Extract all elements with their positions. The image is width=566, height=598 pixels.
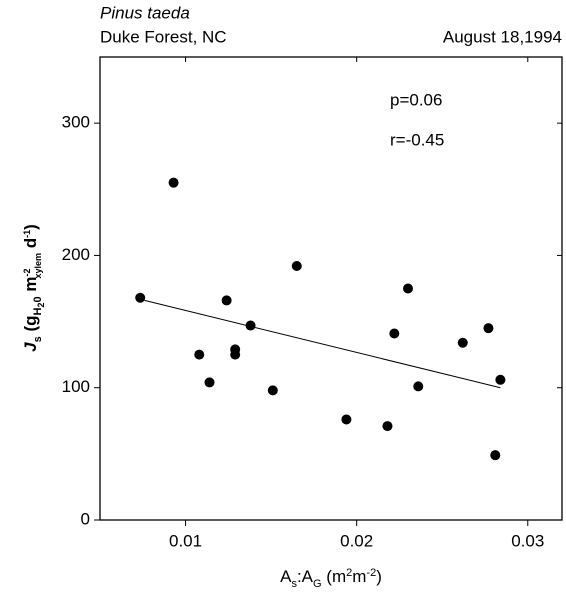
- label-part: (g: [21, 315, 40, 336]
- point: [230, 349, 241, 360]
- point: [245, 320, 256, 331]
- label-part: m: [21, 277, 40, 297]
- chart-subtitle: Duke Forest, NC: [100, 27, 227, 46]
- label-part: -1: [22, 230, 32, 238]
- trend-line: [144, 299, 501, 389]
- annotation: p=0.06: [390, 90, 442, 109]
- label-part: 2: [346, 567, 352, 579]
- label-part: ): [21, 224, 40, 230]
- point: [221, 295, 232, 306]
- chart-date: August 18,1994: [443, 27, 562, 46]
- label-part: 0: [32, 296, 44, 302]
- plot-frame: [99, 56, 563, 521]
- y-tick-label: 0: [81, 509, 90, 528]
- label-part: A: [280, 567, 292, 586]
- point: [135, 292, 146, 303]
- y-tick-label: 100: [62, 377, 90, 396]
- x-axis-label: As:AG (m2m-2): [280, 567, 382, 590]
- label-part: (m: [322, 567, 347, 586]
- label-part: xylem: [33, 253, 43, 279]
- point: [341, 414, 352, 425]
- y-tick-label: 200: [62, 245, 90, 264]
- label-part: s: [32, 336, 44, 342]
- point: [168, 177, 179, 188]
- label-part: J: [21, 342, 40, 352]
- x-tick-label: 0.03: [511, 531, 544, 550]
- label-part: G: [313, 578, 322, 590]
- point: [457, 337, 468, 348]
- point: [413, 381, 424, 392]
- label-part: d: [21, 238, 40, 253]
- y-tick-label: 300: [62, 113, 90, 132]
- x-tick-label: 0.01: [169, 531, 202, 550]
- point: [267, 385, 278, 396]
- y-axis-label: Js (gH20 m-2xylem d-1): [21, 224, 46, 352]
- point: [490, 450, 501, 461]
- annotation: r=-0.45: [390, 130, 444, 149]
- label-part: :A: [297, 567, 314, 586]
- point: [204, 377, 215, 388]
- label-part: 2: [36, 302, 46, 307]
- point: [389, 328, 400, 339]
- x-tick-label: 0.02: [340, 531, 373, 550]
- point: [291, 261, 302, 272]
- point: [194, 349, 205, 360]
- label-part: -2: [22, 269, 32, 277]
- point: [382, 421, 393, 432]
- point: [403, 283, 413, 294]
- point: [495, 374, 506, 385]
- label-part: -2: [366, 567, 376, 579]
- point: [483, 323, 494, 334]
- label-part: s: [291, 578, 297, 590]
- label-part: m: [352, 567, 366, 586]
- label-part: H: [32, 307, 44, 315]
- label-part: ): [376, 567, 382, 586]
- chart-title: Pinus taeda: [100, 3, 190, 22]
